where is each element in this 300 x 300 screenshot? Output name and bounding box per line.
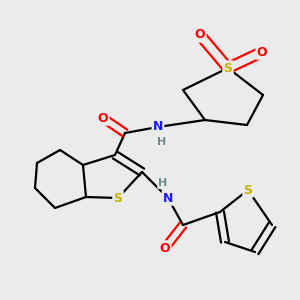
Text: H: H bbox=[158, 137, 166, 147]
Text: S: S bbox=[224, 61, 232, 74]
Text: S: S bbox=[244, 184, 253, 196]
Text: O: O bbox=[195, 28, 205, 41]
Text: S: S bbox=[113, 191, 122, 205]
Text: N: N bbox=[163, 191, 173, 205]
Text: N: N bbox=[153, 121, 163, 134]
Text: O: O bbox=[257, 46, 267, 59]
Text: O: O bbox=[98, 112, 108, 124]
Text: H: H bbox=[158, 178, 168, 188]
Text: O: O bbox=[160, 242, 170, 254]
